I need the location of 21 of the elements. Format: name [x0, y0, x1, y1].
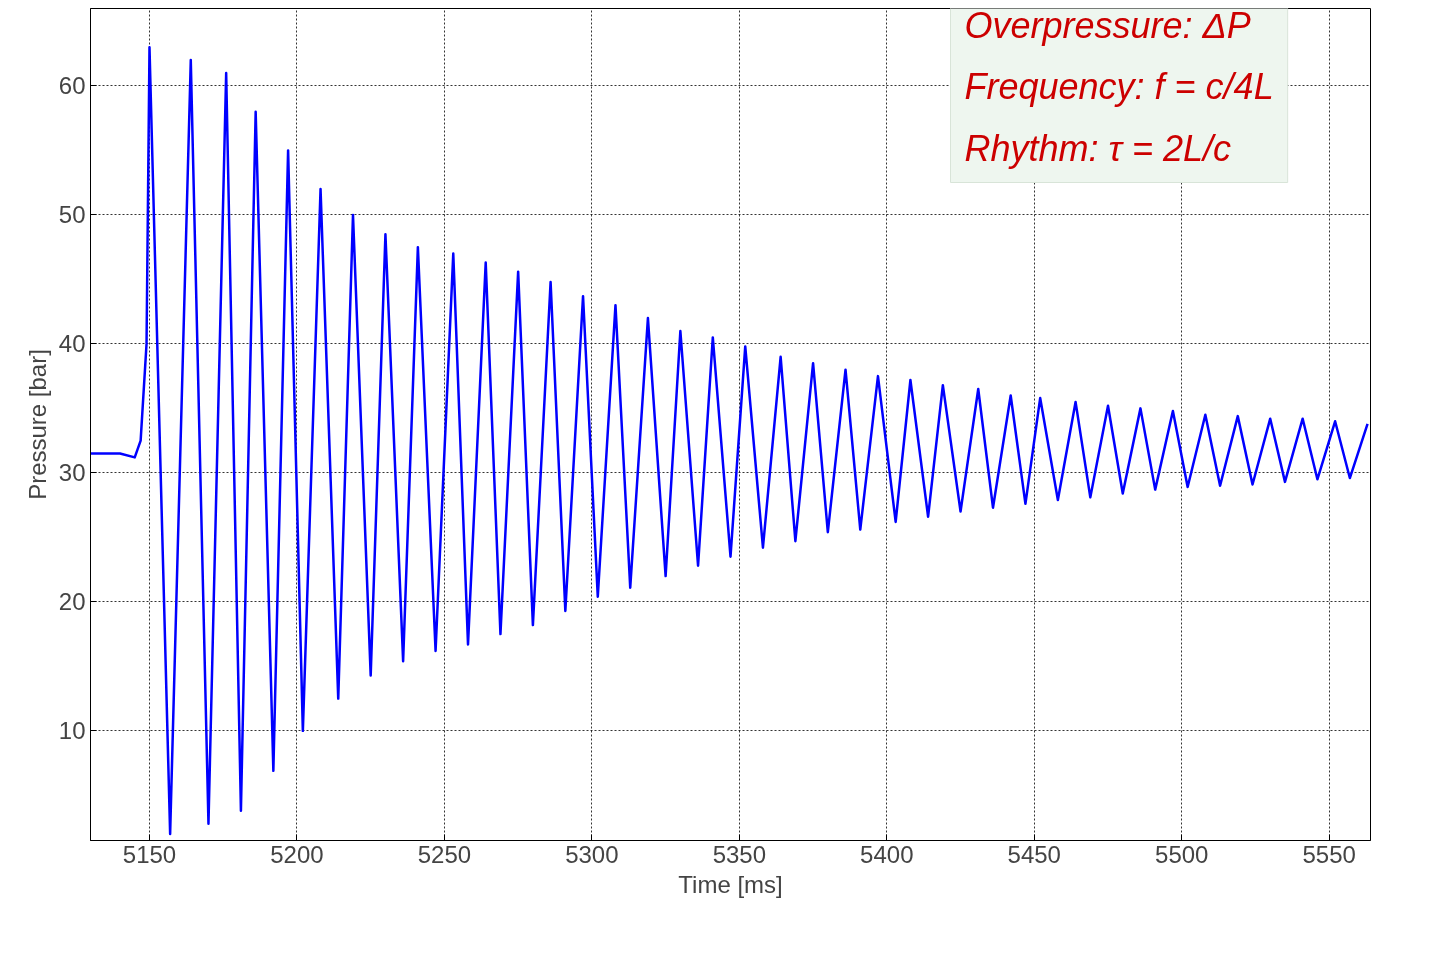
- y-tick-label: 30: [58, 459, 86, 487]
- annotation: Rhythm: τ = 2L/c: [964, 127, 1232, 169]
- x-tick-label: 5400: [860, 840, 914, 868]
- x-tick-label: 5550: [1302, 840, 1356, 868]
- x-axis-title: Time [ms]: [678, 870, 783, 898]
- x-tick-label: 5300: [565, 840, 619, 868]
- annotation: Overpressure: ΔP: [964, 4, 1251, 46]
- y-tick-label: 50: [58, 201, 86, 229]
- annotation: Frequency: f = c/4L: [964, 66, 1274, 107]
- x-tick-label: 5500: [1155, 840, 1209, 868]
- y-axis-title: Pressure [bar]: [23, 349, 51, 500]
- x-tick-label: 5250: [417, 840, 472, 868]
- y-tick-label: 10: [58, 717, 86, 745]
- y-tick-label: 40: [58, 330, 86, 358]
- x-tick-label: 5450: [1007, 840, 1061, 868]
- x-tick-label: 5200: [270, 840, 324, 868]
- y-tick-label: 20: [58, 588, 86, 616]
- x-tick-label: 5150: [122, 840, 177, 868]
- y-tick-label: 60: [58, 72, 86, 100]
- line-series: [90, 45, 1369, 836]
- x-tick-label: 5350: [712, 840, 767, 868]
